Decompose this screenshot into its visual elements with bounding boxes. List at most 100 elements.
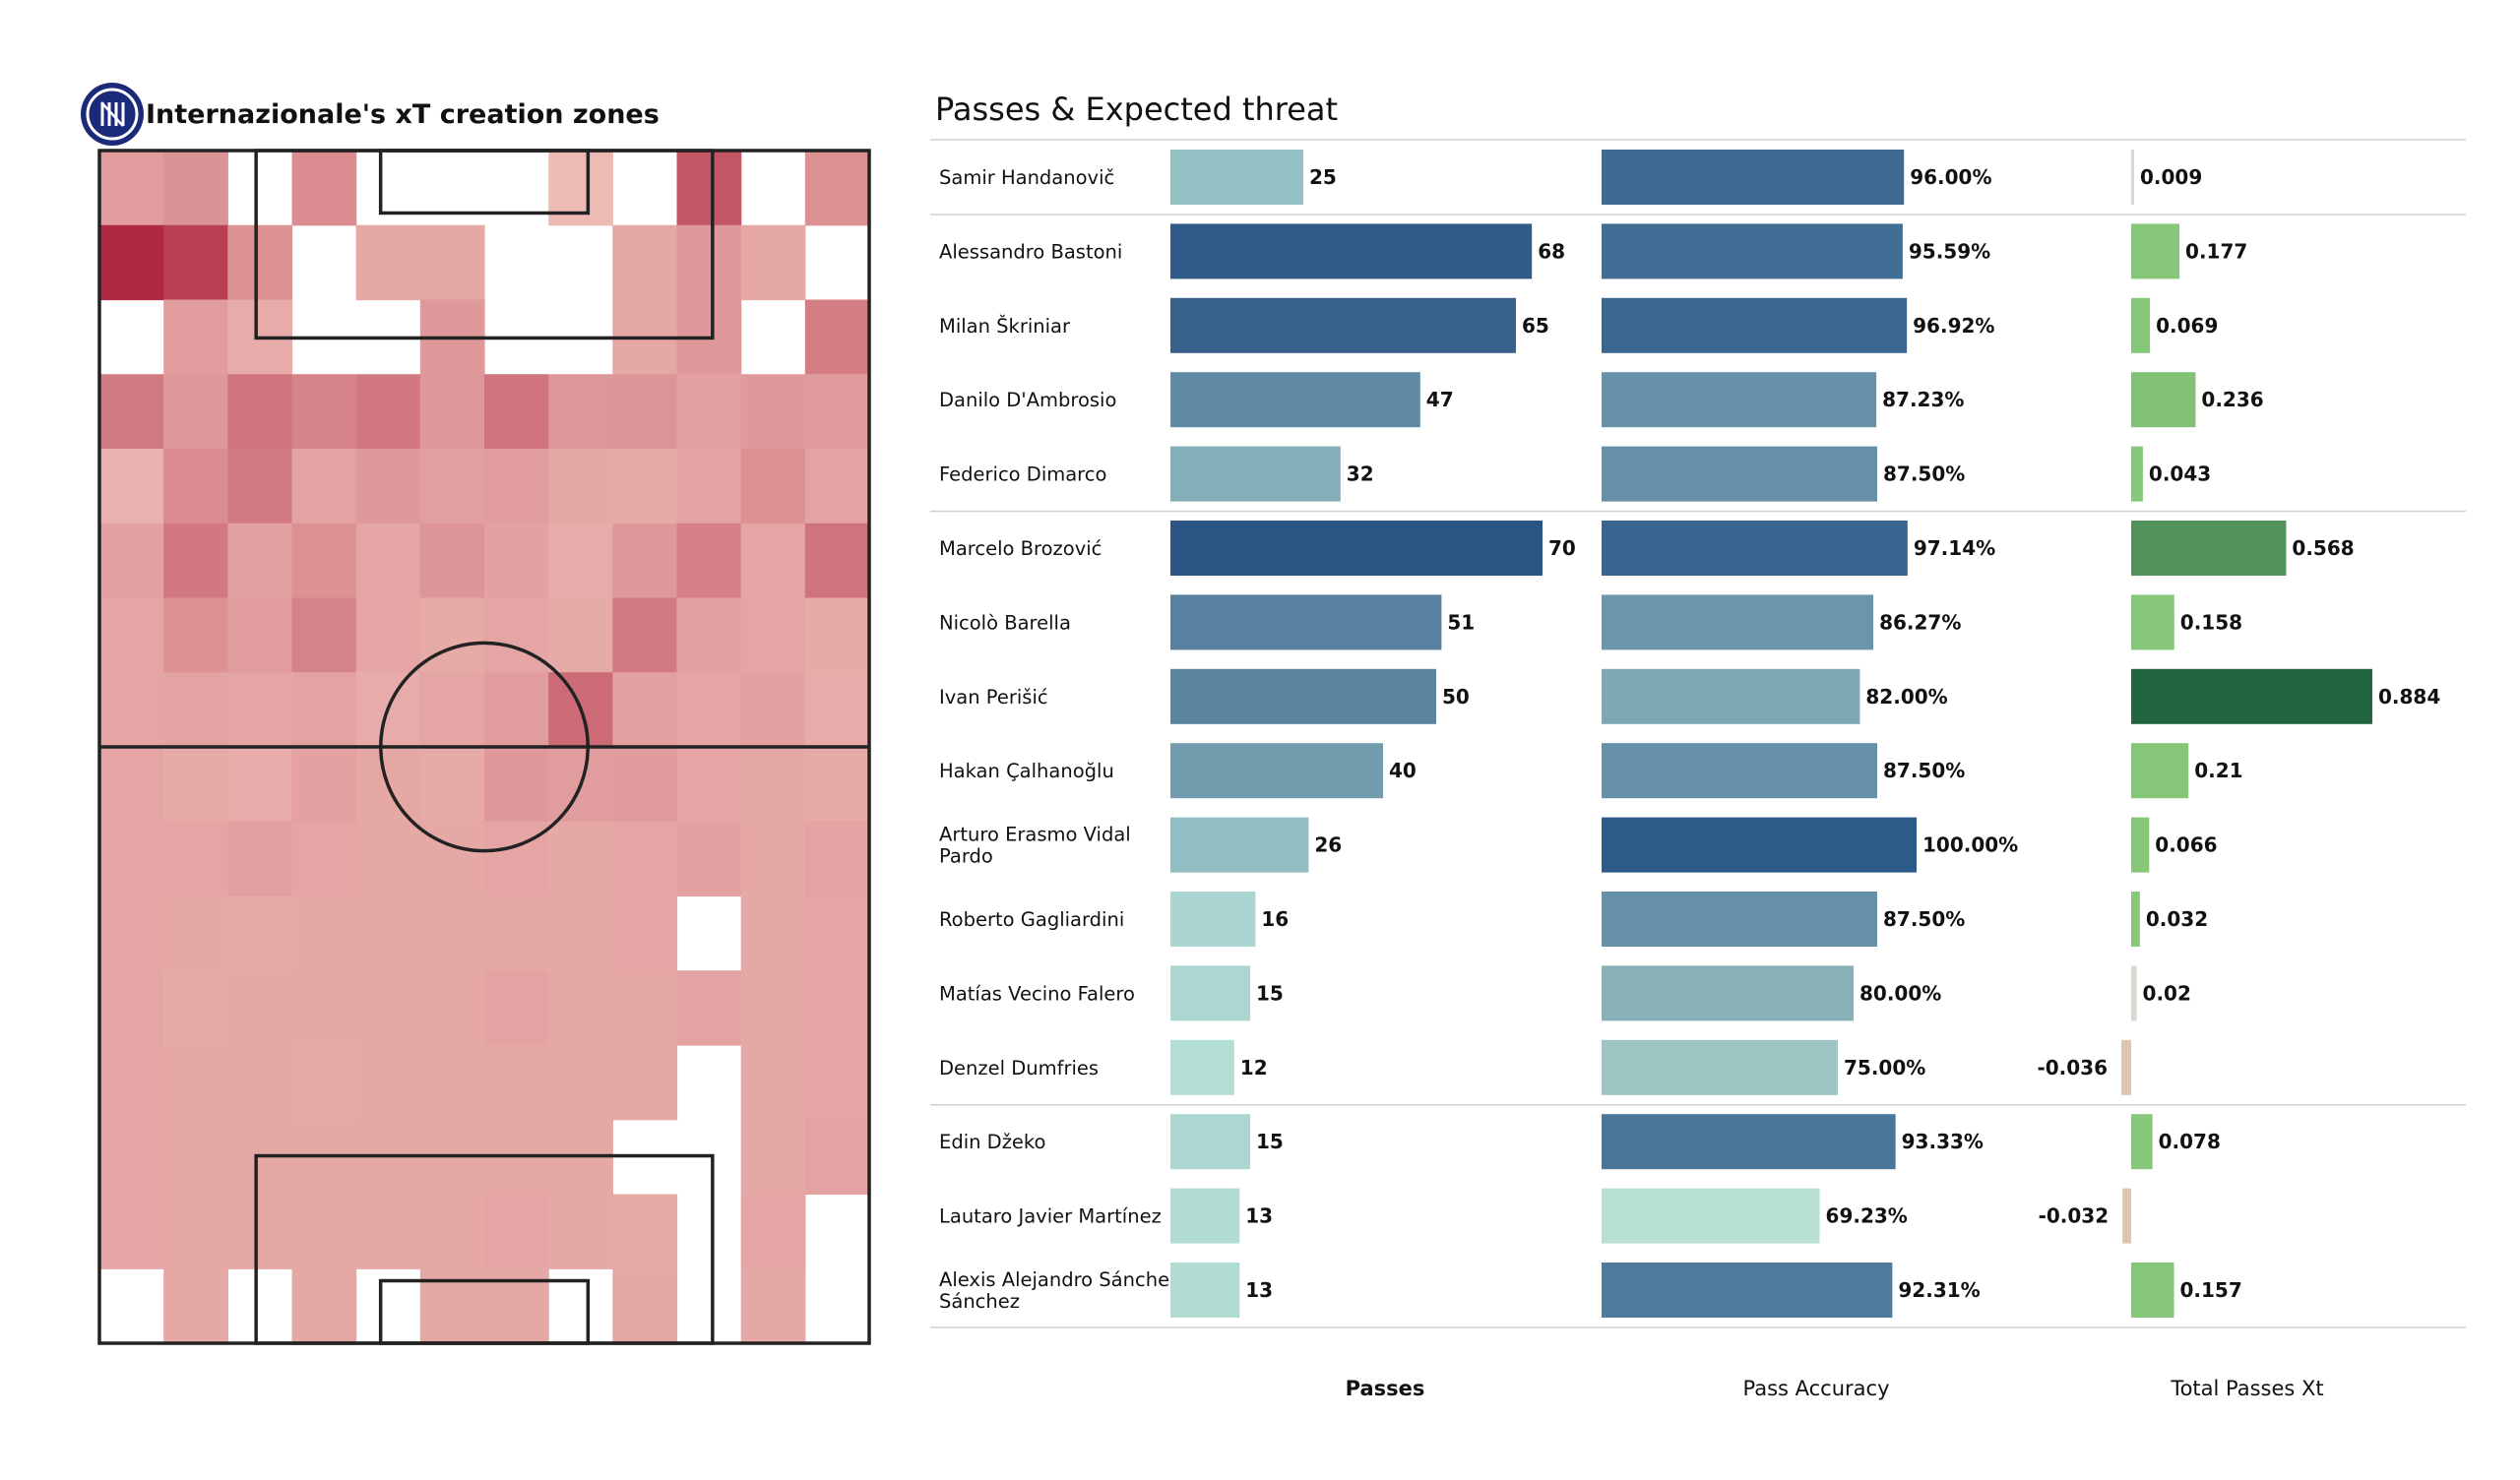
heatmap-cell <box>484 747 549 823</box>
heatmap-cell <box>484 1045 549 1121</box>
passes-label: 70 <box>1548 536 1576 560</box>
heatmap-cell <box>163 1194 228 1269</box>
table-row: Nicolò Barella 51 86.27% 0.158 <box>939 594 2242 650</box>
player-name: Samir Handanovič <box>939 166 1114 189</box>
heatmap-cell <box>291 747 357 823</box>
heatmap-cell <box>548 374 613 450</box>
pass-accuracy-label: 87.50% <box>1883 462 1965 486</box>
heatmap-cell <box>99 224 164 301</box>
passes-label: 26 <box>1314 833 1342 857</box>
table-row: Arturo Erasmo Vidal Pardo 26 100.00% 0.066 <box>939 817 2218 873</box>
table-row: Marcelo Brozović 70 97.14% 0.568 <box>939 521 2355 576</box>
heatmap-cell <box>419 523 485 599</box>
heatmap-cell <box>99 672 164 748</box>
xt-bar <box>2121 1039 2131 1095</box>
xt-label: 0.032 <box>2146 907 2208 931</box>
table-row: Samir Handanovič 25 96.00% 0.009 <box>939 150 2202 205</box>
xt-label: 0.078 <box>2159 1130 2221 1153</box>
heatmap-cell <box>227 970 293 1046</box>
heatmap-cell <box>291 1045 357 1121</box>
player-name: Alessandro Bastoni <box>939 240 1122 263</box>
heatmap-cell <box>740 374 806 450</box>
player-name: Federico Dimarco <box>939 463 1106 486</box>
pass-accuracy-bar <box>1602 1263 1893 1318</box>
xt-label: 0.066 <box>2155 833 2217 857</box>
heatmap-cell <box>291 449 357 524</box>
passes-bar <box>1170 372 1420 428</box>
heatmap-cell <box>163 1045 228 1121</box>
xt-label: 0.02 <box>2143 981 2191 1005</box>
heatmap-cell <box>163 821 228 897</box>
heatmap-cell <box>484 523 549 599</box>
heatmap-cell <box>355 374 421 450</box>
heatmap-cell <box>291 597 357 673</box>
xt-bar <box>2131 446 2143 502</box>
heatmap-cell <box>484 895 549 971</box>
heatmap-cell <box>612 597 678 673</box>
table-row: Milan Škriniar 65 96.92% 0.069 <box>939 297 2218 353</box>
xt-bar <box>2131 1114 2153 1170</box>
heatmap-cell <box>548 1045 613 1121</box>
heatmap-cell <box>355 1194 421 1269</box>
heatmap-cell <box>163 1119 228 1196</box>
player-name: Ivan Perišić <box>939 686 1048 709</box>
passes-bar <box>1170 965 1250 1021</box>
pass-accuracy-bar <box>1602 1114 1896 1170</box>
xt-label: 0.043 <box>2149 462 2211 486</box>
heatmap-cells <box>99 151 870 1344</box>
table-row: Federico Dimarco 32 87.50% 0.043 <box>939 446 2211 502</box>
heatmap-cell <box>227 523 293 599</box>
heatmap-cell <box>548 821 613 897</box>
heatmap-cell <box>419 1194 485 1269</box>
heatmap-cell <box>291 821 357 897</box>
heatmap-cell <box>227 821 293 897</box>
pass-accuracy-label: 92.31% <box>1898 1278 1980 1302</box>
column-label-passes: Passes <box>1346 1377 1425 1400</box>
passes-bar <box>1170 1039 1234 1095</box>
heatmap-cell <box>163 151 228 226</box>
heatmap-cell <box>99 151 164 226</box>
passes-label: 40 <box>1389 759 1417 782</box>
xt-label: 0.884 <box>2378 685 2440 709</box>
inter-crest-icon <box>81 83 144 146</box>
heatmap-cell <box>612 374 678 450</box>
passes-label: 13 <box>1245 1278 1273 1302</box>
xt-label: 0.069 <box>2156 314 2218 338</box>
heatmap-cell <box>548 1194 613 1269</box>
heatmap-cell <box>291 1268 357 1344</box>
heatmap-cell <box>99 374 164 450</box>
pass-accuracy-bar <box>1602 372 1877 428</box>
pass-accuracy-bar <box>1602 223 1903 279</box>
heatmap-cell <box>804 821 870 897</box>
column-label-pass-accuracy: Pass Accuracy <box>1742 1377 1889 1400</box>
passes-bar <box>1170 892 1256 947</box>
heatmap-cell <box>740 1268 806 1344</box>
heatmap-cell <box>804 970 870 1046</box>
heatmap-cell <box>676 374 742 450</box>
heatmap-cell <box>99 895 164 971</box>
passes-label: 68 <box>1538 239 1565 263</box>
heatmap-cell <box>740 1119 806 1196</box>
pass-accuracy-label: 87.23% <box>1882 388 1964 411</box>
heatmap-cell <box>355 449 421 524</box>
heatmap-cell <box>612 1045 678 1121</box>
xt-bar <box>2131 892 2140 947</box>
heatmap-cell <box>419 747 485 823</box>
table-row: Alessandro Bastoni 68 95.59% 0.177 <box>939 223 2247 279</box>
heatmap-cell <box>227 224 293 301</box>
heatmap-cell <box>99 1194 164 1269</box>
heatmap-cell <box>676 747 742 823</box>
xt-bar <box>2131 668 2372 724</box>
heatmap-cell <box>676 224 742 301</box>
heatmap-cell <box>419 1045 485 1121</box>
heatmap-cell <box>227 597 293 673</box>
passes-label: 15 <box>1256 981 1284 1005</box>
heatmap-cell <box>548 449 613 524</box>
table-separators <box>930 139 2466 1328</box>
heatmap-cell <box>676 597 742 673</box>
heatmap-cell <box>804 299 870 375</box>
heatmap-cell <box>227 672 293 748</box>
heatmap-cell <box>676 821 742 897</box>
heatmap-cell <box>740 672 806 748</box>
